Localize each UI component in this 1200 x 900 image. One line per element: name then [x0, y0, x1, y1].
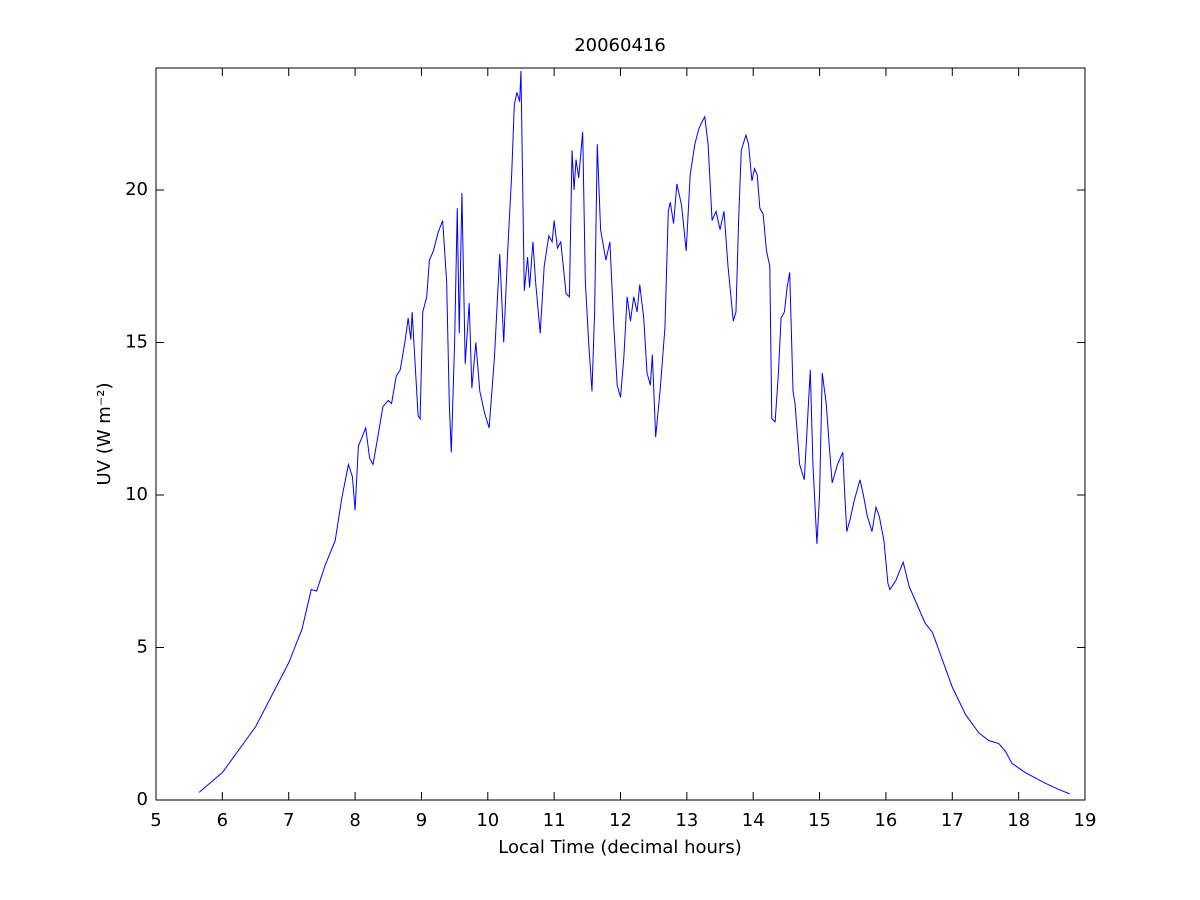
y-axis-label: UV (W m⁻²): [94, 382, 115, 485]
x-axis-label: Local Time (decimal hours): [498, 837, 741, 858]
y-tick-label: 20: [125, 179, 148, 200]
chart-title: 20060416: [574, 35, 666, 56]
x-tick-label: 11: [543, 810, 566, 831]
y-tick-label: 0: [137, 789, 148, 810]
x-tick-label: 17: [941, 810, 964, 831]
x-tick-label: 7: [283, 810, 294, 831]
x-tick-label: 19: [1074, 810, 1097, 831]
x-tick-label: 13: [675, 810, 698, 831]
x-tick-label: 14: [742, 810, 765, 831]
y-tick-label: 10: [125, 484, 148, 505]
x-tick-label: 12: [609, 810, 632, 831]
x-tick-label: 15: [808, 810, 831, 831]
y-tick-label: 15: [125, 332, 148, 353]
x-tick-label: 5: [150, 810, 161, 831]
x-tick-label: 10: [476, 810, 499, 831]
x-tick-label: 18: [1007, 810, 1030, 831]
x-tick-label: 16: [874, 810, 897, 831]
x-tick-label: 8: [349, 810, 360, 831]
x-tick-label: 6: [217, 810, 228, 831]
data-line: [198, 71, 1070, 795]
x-tick-label: 9: [416, 810, 427, 831]
y-tick-label: 5: [137, 637, 148, 658]
